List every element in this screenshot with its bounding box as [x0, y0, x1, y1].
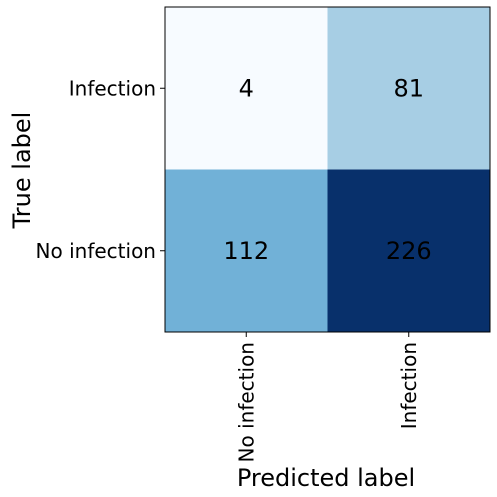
x-tick-label-0: No infection: [234, 342, 258, 462]
y-axis-ticks: Infection No infection: [36, 76, 165, 263]
heatmap-cell-r1-c0: [165, 169, 328, 332]
x-axis-title: Predicted label: [237, 464, 415, 492]
cell-value-r0-c0: 4: [239, 74, 254, 102]
cell-value-r0-c1: 81: [393, 74, 424, 102]
cell-value-r1-c0: 112: [223, 237, 269, 265]
x-tick-label-1: Infection: [397, 342, 421, 429]
heatmap-cell-r0-c1: [327, 7, 490, 170]
y-tick-label-0: Infection: [69, 76, 156, 100]
plot-frame: [164, 6, 491, 333]
cell-value-r1-c1: 226: [386, 237, 432, 265]
x-axis-ticks: No infection Infection: [234, 332, 421, 462]
heatmap-cell-r0-c0: [165, 7, 328, 170]
y-axis-title: True label: [8, 112, 36, 230]
heatmap-cells: 4 81 112 226: [165, 7, 490, 332]
y-tick-label-1: No infection: [36, 239, 156, 263]
heatmap-cell-r1-c1: [327, 169, 490, 332]
